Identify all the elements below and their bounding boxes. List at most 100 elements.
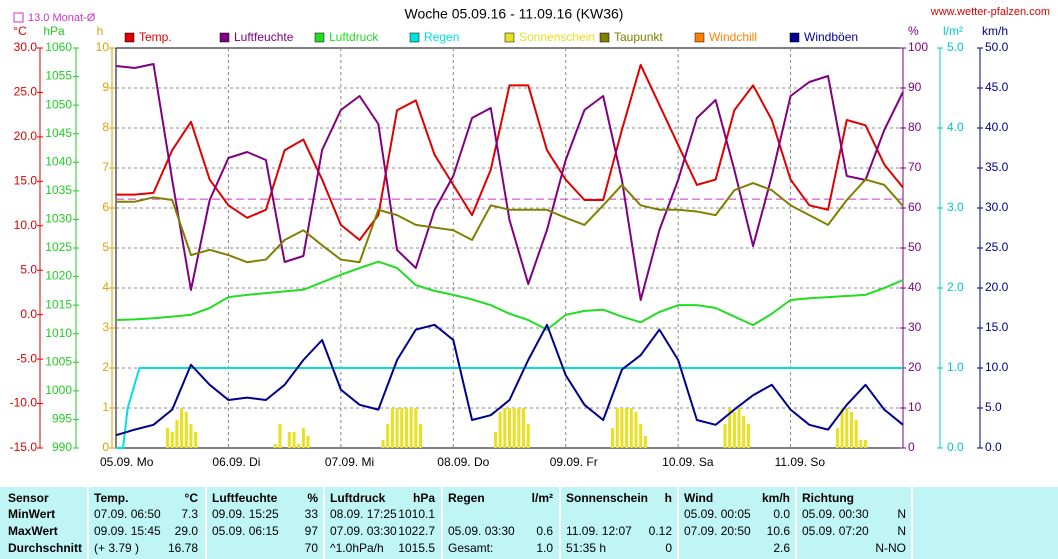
- y-tick-label: 9: [102, 80, 109, 94]
- x-tick-label: 11.09. So: [775, 455, 826, 469]
- sunshine-bar: [297, 444, 301, 448]
- table-cell: ^1.0hPa/h: [330, 541, 384, 555]
- table-cell: Luftdruck: [330, 491, 386, 505]
- table-cell: 08.09. 17:25: [330, 507, 397, 521]
- series-line: [116, 367, 903, 449]
- legend-swatch: [694, 32, 705, 43]
- table-cell: 07.09. 20:50: [684, 524, 751, 538]
- y-tick-label: -15.0: [10, 440, 38, 454]
- sunshine-bar: [517, 408, 521, 448]
- table-background: [0, 487, 1058, 559]
- x-tick-label: 08.09. Do: [437, 455, 489, 469]
- y-tick-label: 8: [102, 120, 109, 134]
- sunshine-bar: [742, 416, 746, 448]
- table-cell: 29.0: [175, 524, 199, 538]
- table-row-label: MinWert: [8, 507, 55, 521]
- y-tick-label: 70: [908, 160, 922, 174]
- sunshine-bar: [723, 424, 727, 448]
- sunshine-bar: [854, 420, 858, 448]
- table-cell: 16.78: [168, 541, 198, 555]
- sunshine-bar: [864, 440, 868, 448]
- sunshine-bar: [728, 408, 732, 448]
- sunshine-bar: [273, 444, 277, 448]
- table-cell: °C: [185, 491, 199, 505]
- y-tick-label: 40: [908, 280, 922, 294]
- sunshine-bar: [404, 408, 408, 448]
- y-tick-label: 1: [102, 400, 109, 414]
- sunshine-bar: [615, 408, 619, 448]
- y-tick-label: -10.0: [10, 396, 38, 410]
- x-tick-label: 05.09. Mo: [100, 455, 154, 469]
- table-cell: 7.3: [181, 507, 198, 521]
- reference-label: 13.0 Monat-Ø: [28, 12, 96, 24]
- legend-swatch: [504, 32, 515, 43]
- table-cell: 05.09. 07:20: [802, 524, 869, 538]
- table-cell: 07.09. 06:50: [94, 507, 161, 521]
- sunshine-bar: [386, 424, 390, 448]
- table-row-label: MaxWert: [8, 524, 58, 538]
- sunshine-bar: [634, 412, 638, 448]
- sunshine-bar: [503, 408, 507, 448]
- sunshine-bar: [301, 428, 305, 448]
- sunshine-bar: [166, 428, 170, 448]
- axis-unit: h: [97, 24, 104, 38]
- y-tick-label: 6: [102, 200, 109, 214]
- table-cell: Sonnenschein: [566, 491, 648, 505]
- y-tick-label: 10: [96, 40, 110, 54]
- sunshine-bar: [400, 408, 404, 448]
- sunshine-bar: [194, 432, 198, 448]
- table-cell: km/h: [762, 491, 790, 505]
- table-cell: 2.6: [773, 541, 790, 555]
- table-cell: Richtung: [802, 491, 854, 505]
- y-tick-label: 4: [102, 280, 109, 294]
- table-cell: 33: [305, 507, 319, 521]
- sunshine-bar: [835, 428, 839, 448]
- table-row-label: Sensor: [8, 491, 49, 505]
- y-tick-label: 40.0: [985, 120, 1009, 134]
- y-tick-label: 35.0: [985, 160, 1009, 174]
- table-cell: 51:35 h: [566, 541, 606, 555]
- y-tick-label: 990: [52, 440, 72, 454]
- legend-swatch: [789, 32, 800, 43]
- legend-label: Taupunkt: [614, 30, 663, 44]
- sunshine-bar: [629, 408, 633, 448]
- y-tick-label: 1005: [45, 354, 72, 368]
- table-cell: hPa: [413, 491, 435, 505]
- legend-label: Luftdruck: [329, 30, 379, 44]
- sunshine-bar: [732, 412, 736, 448]
- y-tick-label: 3.0: [947, 200, 964, 214]
- y-tick-label: 1020: [45, 269, 72, 283]
- y-tick-label: 1030: [45, 212, 72, 226]
- table-cell: (+ 3.79 ): [94, 541, 139, 555]
- sunshine-bar: [493, 432, 497, 448]
- sunshine-bar: [522, 408, 526, 448]
- table-cell: Regen: [448, 491, 485, 505]
- table-cell: 70: [305, 541, 319, 555]
- axis-unit: l/m²: [943, 24, 963, 38]
- sunshine-bar: [180, 408, 184, 448]
- y-tick-label: 3: [102, 320, 109, 334]
- sunshine-bar: [278, 424, 282, 448]
- y-tick-label: 2: [102, 360, 109, 374]
- y-tick-label: 25.0: [985, 240, 1009, 254]
- y-tick-label: 995: [52, 412, 72, 426]
- sunshine-bar: [746, 424, 750, 448]
- y-tick-label: 60: [908, 200, 922, 214]
- sunshine-bar: [498, 412, 502, 448]
- y-tick-label: 1025: [45, 240, 72, 254]
- sunshine-bar: [611, 428, 615, 448]
- legend-swatch: [219, 32, 230, 43]
- table-cell: l/m²: [532, 491, 553, 505]
- y-tick-label: 5: [102, 240, 109, 254]
- series-line: [116, 63, 904, 241]
- sunshine-bar: [737, 408, 741, 448]
- y-tick-label: 50: [908, 240, 922, 254]
- y-tick-label: 7: [102, 160, 109, 174]
- y-tick-label: 100: [908, 40, 928, 54]
- table-cell: 09.09. 15:25: [212, 507, 279, 521]
- sunshine-bar: [625, 408, 629, 448]
- table-cell: h: [665, 491, 672, 505]
- legend-label: Luftfeuchte: [234, 30, 294, 44]
- series-line: [115, 323, 904, 437]
